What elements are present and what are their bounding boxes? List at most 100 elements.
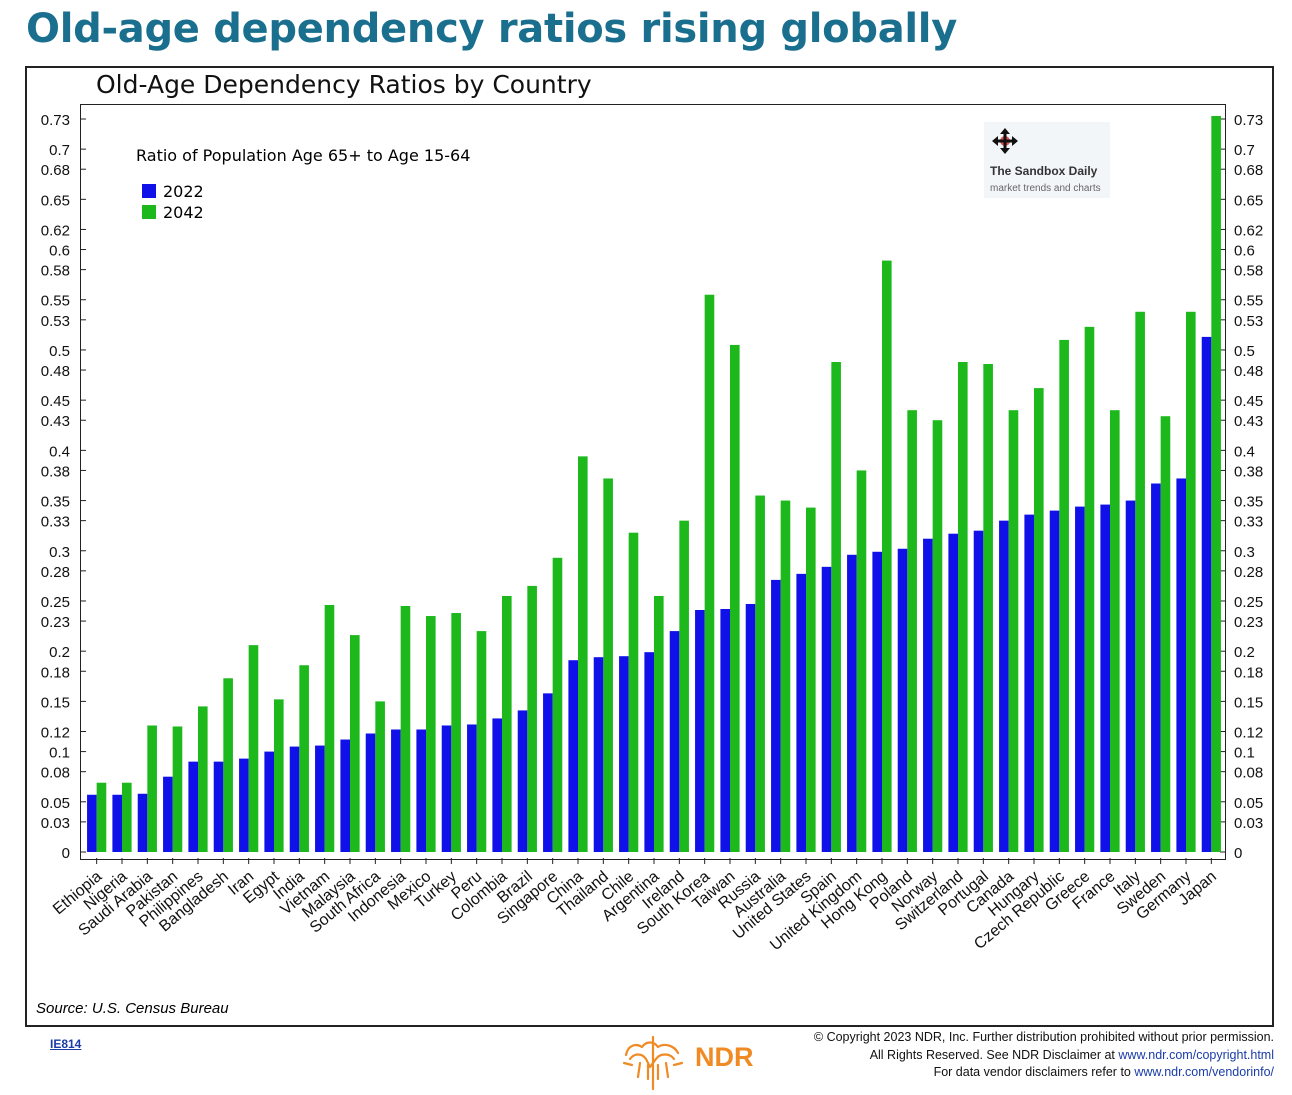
y-tick-label-left: 0.73 bbox=[41, 112, 70, 129]
bar-2022 bbox=[720, 609, 730, 852]
bar-2042 bbox=[1034, 388, 1044, 852]
y-tick-label-left: 0.55 bbox=[41, 293, 70, 310]
bar-2042 bbox=[476, 631, 487, 852]
y-tick-label-right: 0.48 bbox=[1234, 363, 1263, 380]
vendor-link[interactable]: www.ndr.com/vendorinfo/ bbox=[1134, 1065, 1274, 1079]
bar-2042 bbox=[831, 361, 841, 852]
chart-title: Old-Age Dependency Ratios by Country bbox=[96, 70, 592, 99]
bar-2022 bbox=[948, 533, 958, 852]
y-tick-label-left: 0 bbox=[62, 845, 70, 862]
y-tick-label-right: 0.33 bbox=[1234, 514, 1263, 531]
bar-chart: 0 0 0.03 0.03 0.05 0.05 0.08 0.08 0.1 0.1 0.12 0.12… bbox=[41, 112, 1263, 954]
bar-2042 bbox=[223, 678, 233, 852]
y-tick-label-left: 0.12 bbox=[41, 725, 70, 742]
disclaimer-text: All Rights Reserved. See NDR Disclaimer … bbox=[869, 1047, 1119, 1062]
bar-2022 bbox=[897, 548, 908, 852]
bar-2042 bbox=[375, 701, 385, 852]
copyright-link[interactable]: www.ndr.com/copyright.html bbox=[1118, 1047, 1274, 1062]
bar-2022 bbox=[137, 793, 148, 852]
sandbox-daily-watermark: The Sandbox Daily market trends and char… bbox=[984, 122, 1110, 198]
bar-2042 bbox=[350, 635, 360, 852]
bar-2042 bbox=[958, 361, 968, 852]
y-tick-label-right: 0.2 bbox=[1234, 644, 1255, 661]
y-tick-label-right: 0.38 bbox=[1234, 463, 1263, 480]
bar-2042 bbox=[1059, 339, 1069, 852]
bar-2022 bbox=[821, 566, 832, 852]
bar-2022 bbox=[644, 652, 654, 852]
y-tick-label-left: 0.53 bbox=[41, 313, 70, 330]
bar-2022 bbox=[517, 710, 528, 852]
ndr-brand: NDR bbox=[695, 1042, 754, 1072]
plot-area bbox=[80, 104, 1226, 860]
y-tick-label-left: 0.2 bbox=[49, 644, 70, 661]
bar-2042 bbox=[932, 420, 943, 852]
bar-2022 bbox=[289, 746, 300, 852]
bar-2022 bbox=[87, 794, 97, 852]
y-tick-label-left: 0.08 bbox=[41, 765, 70, 782]
bar-2022 bbox=[543, 693, 553, 852]
y-tick-label-right: 0.18 bbox=[1234, 664, 1263, 681]
bar-2022 bbox=[492, 718, 502, 852]
bar-2022 bbox=[568, 660, 578, 852]
bar-2042 bbox=[856, 470, 867, 852]
source-note: Source: U.S. Census Bureau bbox=[36, 1000, 229, 1017]
bar-2022 bbox=[1151, 483, 1161, 852]
copyright-line: © Copyright 2023 NDR, Inc. Further distr… bbox=[813, 1030, 1274, 1044]
bar-2022 bbox=[112, 794, 122, 852]
bar-2022 bbox=[340, 739, 350, 852]
bar-2042 bbox=[274, 699, 284, 852]
chart-code-link[interactable]: IE814 bbox=[50, 1037, 82, 1051]
copyright-footer: © Copyright 2023 NDR, Inc. Further distr… bbox=[814, 1029, 1274, 1082]
bar-2022 bbox=[365, 733, 376, 852]
y-tick-label-left: 0.15 bbox=[41, 694, 70, 711]
bar-2042 bbox=[882, 260, 892, 852]
y-tick-label-right: 0.3 bbox=[1234, 544, 1255, 561]
y-tick-label-left: 0.05 bbox=[41, 795, 70, 812]
bar-2022 bbox=[695, 610, 705, 852]
vendor-text: For data vendor disclaimers refer to bbox=[933, 1065, 1135, 1079]
y-tick-label-left: 0.03 bbox=[41, 815, 70, 832]
y-tick-label-right: 0.05 bbox=[1234, 795, 1263, 812]
legend-item-2022: 2022 bbox=[142, 182, 204, 201]
y-tick-label-right: 0 bbox=[1234, 845, 1242, 862]
bar-2042 bbox=[400, 605, 411, 852]
bar-2022 bbox=[1125, 500, 1136, 852]
bar-2022 bbox=[923, 538, 933, 852]
bar-2042 bbox=[451, 613, 461, 852]
y-tick-label-left: 0.5 bbox=[49, 343, 70, 360]
bar-2042 bbox=[983, 364, 993, 852]
y-tick-label-right: 0.53 bbox=[1234, 313, 1263, 330]
bar-2022 bbox=[239, 758, 249, 852]
bar-2042 bbox=[299, 665, 309, 852]
y-tick-label-left: 0.33 bbox=[41, 514, 70, 531]
bar-2022 bbox=[1100, 504, 1110, 852]
bar-2042 bbox=[907, 410, 917, 852]
bar-2042 bbox=[654, 595, 664, 852]
y-tick-label-right: 0.68 bbox=[1234, 162, 1263, 179]
bar-2042 bbox=[122, 782, 132, 852]
bar-2042 bbox=[248, 645, 259, 852]
y-tick-label-left: 0.23 bbox=[41, 614, 70, 631]
y-tick-label-left: 0.4 bbox=[49, 443, 70, 460]
bar-2022 bbox=[771, 579, 781, 852]
y-tick-label-right: 0.6 bbox=[1234, 243, 1255, 260]
bar-2022 bbox=[593, 657, 604, 852]
bar-2022 bbox=[441, 725, 452, 852]
ndr-bull-bear-icon bbox=[622, 1035, 684, 1091]
bar-2042 bbox=[806, 507, 816, 852]
bar-2022 bbox=[188, 761, 198, 852]
legend-label-2042: 2042 bbox=[163, 202, 204, 222]
bar-2022 bbox=[416, 729, 426, 852]
bar-2022 bbox=[1024, 514, 1034, 852]
bar-2022 bbox=[1049, 510, 1060, 852]
bar-2022 bbox=[163, 776, 173, 852]
bar-2042 bbox=[324, 604, 335, 852]
bar-2022 bbox=[999, 520, 1009, 852]
bar-2042 bbox=[96, 782, 107, 852]
vendor-line: For data vendor disclaimers refer to www… bbox=[814, 1064, 1274, 1082]
bar-2042 bbox=[147, 725, 157, 852]
bar-2042 bbox=[1211, 115, 1221, 852]
legend-swatch-2022 bbox=[142, 184, 156, 198]
bar-2042 bbox=[780, 500, 791, 852]
y-tick-label-left: 0.68 bbox=[41, 162, 70, 179]
